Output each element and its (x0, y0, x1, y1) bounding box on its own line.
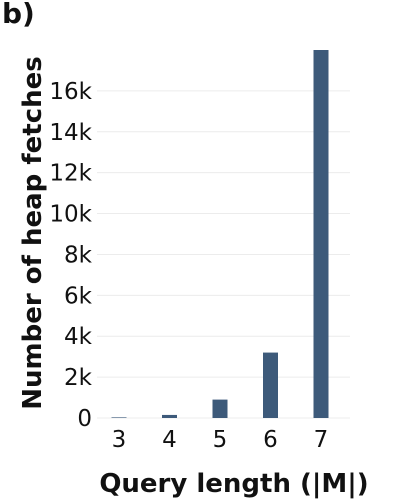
y-axis-title: Number of heap fetches (18, 56, 48, 409)
bar (162, 414, 177, 418)
bars (111, 50, 329, 418)
x-axis-title: Query length (|M|) (99, 469, 368, 499)
y-tick-label: 16k (49, 79, 92, 105)
x-tick-label: 5 (213, 427, 228, 453)
y-tick-labels: 0 2k 4k 6k 8k 10k 12k 14k 16k (49, 79, 92, 432)
x-tick-label: 3 (112, 427, 127, 453)
y-tick-label: 6k (64, 283, 93, 309)
y-tick-label: 8k (64, 242, 93, 268)
y-tick-label: 4k (64, 324, 93, 350)
bar (263, 352, 278, 418)
grid-lines (97, 90, 350, 419)
y-tick-label: 2k (64, 365, 93, 391)
x-tick-label: 6 (263, 427, 278, 453)
y-tick-label: 14k (49, 120, 92, 146)
bar (212, 399, 228, 418)
y-tick-label: 10k (49, 202, 92, 228)
panel-label: b) (2, 0, 35, 30)
bar (313, 50, 329, 418)
bar (111, 417, 127, 418)
x-tick-label: 7 (314, 427, 329, 453)
x-tick-labels: 3 4 5 6 7 (112, 427, 329, 453)
y-tick-label: 0 (77, 406, 92, 432)
y-tick-label: 12k (49, 161, 92, 187)
x-tick-label: 4 (162, 427, 177, 453)
